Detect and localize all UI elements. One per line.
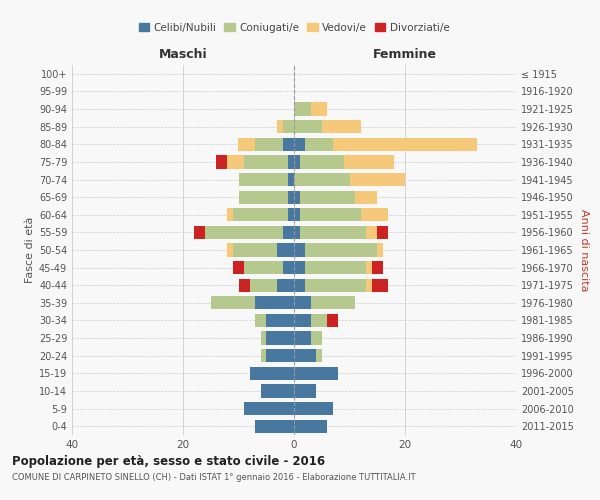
Bar <box>361 208 388 222</box>
Bar <box>289 173 294 186</box>
Bar <box>311 102 328 116</box>
Bar <box>244 261 283 274</box>
Bar <box>305 278 366 292</box>
Bar <box>299 226 366 239</box>
Bar <box>233 208 289 222</box>
Bar <box>260 332 266 344</box>
Text: Maschi: Maschi <box>158 48 208 62</box>
Bar <box>366 226 377 239</box>
Bar <box>294 261 305 274</box>
Bar <box>239 173 289 186</box>
Bar <box>294 156 299 168</box>
Bar <box>283 261 294 274</box>
Bar <box>250 278 277 292</box>
Bar <box>294 349 316 362</box>
Bar <box>283 226 294 239</box>
Bar <box>239 190 289 204</box>
Bar <box>305 261 366 274</box>
Bar <box>305 138 333 151</box>
Bar <box>377 244 383 256</box>
Bar <box>255 138 283 151</box>
Bar <box>255 296 294 310</box>
Bar <box>372 278 388 292</box>
Bar <box>294 138 305 151</box>
Bar <box>205 226 283 239</box>
Bar <box>344 156 394 168</box>
Bar <box>349 173 405 186</box>
Bar <box>194 226 205 239</box>
Bar <box>294 208 299 222</box>
Bar <box>260 384 294 398</box>
Bar <box>322 120 361 134</box>
Bar <box>260 349 266 362</box>
Bar <box>211 296 255 310</box>
Bar <box>283 120 294 134</box>
Bar <box>294 120 322 134</box>
Bar <box>233 261 244 274</box>
Bar <box>294 190 299 204</box>
Bar <box>333 138 477 151</box>
Bar <box>294 173 349 186</box>
Bar <box>294 402 333 415</box>
Bar <box>233 244 277 256</box>
Bar <box>277 120 283 134</box>
Bar <box>266 349 294 362</box>
Bar <box>316 349 322 362</box>
Bar <box>377 226 388 239</box>
Bar <box>255 420 294 433</box>
Bar <box>294 314 311 327</box>
Text: Femmine: Femmine <box>373 48 437 62</box>
Bar <box>227 244 233 256</box>
Bar <box>227 208 233 222</box>
Text: Popolazione per età, sesso e stato civile - 2016: Popolazione per età, sesso e stato civil… <box>12 455 325 468</box>
Bar <box>277 244 294 256</box>
Bar <box>311 296 355 310</box>
Bar <box>311 314 328 327</box>
Bar <box>227 156 244 168</box>
Bar <box>299 156 344 168</box>
Bar <box>283 138 294 151</box>
Bar <box>294 226 299 239</box>
Bar <box>250 366 294 380</box>
Bar <box>328 314 338 327</box>
Bar <box>255 314 266 327</box>
Bar <box>294 296 311 310</box>
Bar <box>244 402 294 415</box>
Bar <box>366 261 372 274</box>
Bar <box>289 208 294 222</box>
Bar <box>299 190 355 204</box>
Bar <box>239 278 250 292</box>
Bar <box>305 244 377 256</box>
Bar <box>355 190 377 204</box>
Bar <box>266 332 294 344</box>
Text: COMUNE DI CARPINETO SINELLO (CH) - Dati ISTAT 1° gennaio 2016 - Elaborazione TUT: COMUNE DI CARPINETO SINELLO (CH) - Dati … <box>12 472 416 482</box>
Bar <box>299 208 361 222</box>
Bar <box>294 420 328 433</box>
Bar <box>372 261 383 274</box>
Bar <box>277 278 294 292</box>
Y-axis label: Fasce di età: Fasce di età <box>25 217 35 283</box>
Bar <box>294 366 338 380</box>
Bar <box>294 384 316 398</box>
Bar <box>294 278 305 292</box>
Bar <box>244 156 289 168</box>
Bar <box>289 156 294 168</box>
Legend: Celibi/Nubili, Coniugati/e, Vedovi/e, Divorziati/e: Celibi/Nubili, Coniugati/e, Vedovi/e, Di… <box>134 18 454 36</box>
Bar <box>238 138 255 151</box>
Y-axis label: Anni di nascita: Anni di nascita <box>579 209 589 291</box>
Bar <box>294 332 311 344</box>
Bar <box>366 278 372 292</box>
Bar <box>294 244 305 256</box>
Bar <box>216 156 227 168</box>
Bar <box>289 190 294 204</box>
Bar <box>294 102 311 116</box>
Bar <box>311 332 322 344</box>
Bar <box>266 314 294 327</box>
